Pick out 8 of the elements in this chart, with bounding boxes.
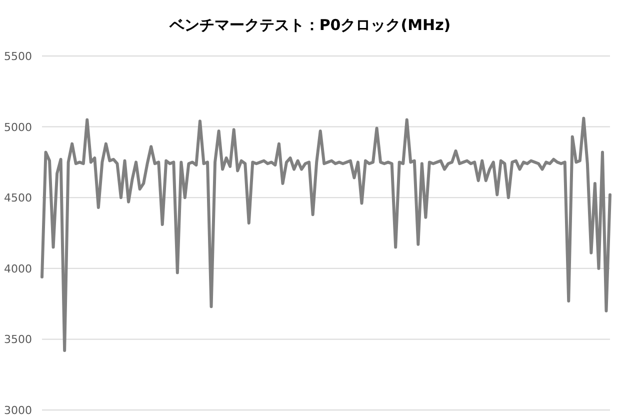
y-tick-label: 5000 [4,120,32,134]
y-tick-label: 4500 [4,192,32,205]
chart-title: ベンチマークテスト：P0クロック(MHz) [168,16,451,34]
line-series [40,116,612,352]
y-tick-label: 3500 [4,333,32,346]
y-tick-label: 5500 [4,50,32,63]
y-tick-label: 3000 [4,404,32,417]
y-tick-label: 4000 [4,262,32,276]
